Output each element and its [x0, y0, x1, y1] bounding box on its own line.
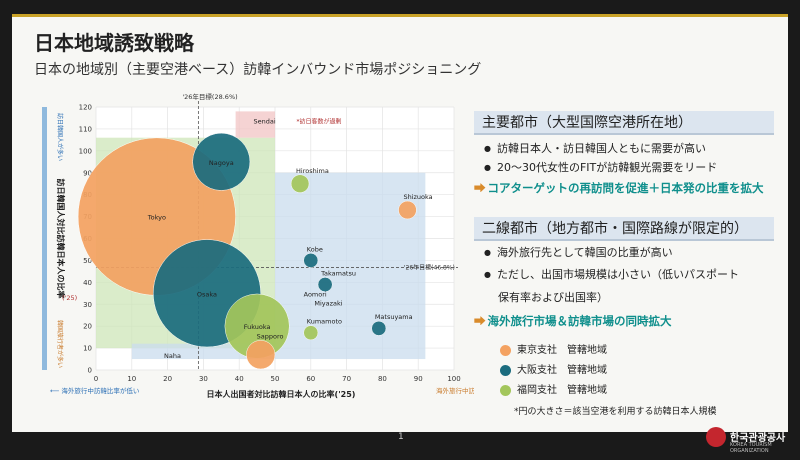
- kto-logo: 한국관광공사 KOREA TOURISM ORGANIZATION: [706, 424, 790, 454]
- secondary-bullet-1: 海外旅行先として韓国の比重が高い: [484, 245, 673, 261]
- x-right-note: 海外旅行中訪韓比率が高い ⟶: [436, 386, 474, 395]
- target-label-y: '26年目標(46.8%): [404, 263, 455, 271]
- y-axis-bottom-note: 韓国旅行者が多い: [56, 320, 64, 368]
- slide-subtitle: 日本の地域別（主要空港ベース）訪韓インバウンド市場ポジショニング: [34, 62, 482, 78]
- legend-osaka: 大阪支社 管轄地域: [500, 361, 607, 376]
- logo-name: 한국관광공사: [730, 433, 786, 444]
- bubble-label: Kumamoto: [307, 318, 342, 326]
- y-tick-label: 10: [83, 345, 92, 353]
- annotation: *訪日客数が過剰: [296, 117, 341, 125]
- x-tick-label: 70: [342, 375, 351, 383]
- secondary-bullet-2-cont: 保有率および出国率）: [498, 291, 608, 304]
- secondary-conclusion-text: 海外旅行市場＆訪韓市場の同時拡大: [487, 314, 672, 328]
- bubble-label: Aomori: [304, 290, 327, 298]
- bubble-hiroshima: [290, 174, 310, 193]
- y-axis-top-note: 訪日韓国人が多い: [56, 113, 64, 161]
- bubble-label: Sapporo: [257, 332, 284, 340]
- x-axis-label: 日本人出国者対比訪韓日本人の比率('25): [207, 389, 356, 399]
- x-left-note: ⟵ 海外旅行中訪韓比率が低い: [50, 386, 139, 395]
- bubble-label: Shizuoka: [403, 193, 432, 201]
- bubble-label: Nagoya: [209, 159, 234, 167]
- bubble-chart: 0102030405060708090100010203040506070809…: [42, 92, 474, 399]
- y-axis-year: ('25): [62, 294, 77, 302]
- x-tick-label: 50: [271, 375, 280, 383]
- major-conclusion: ⮕ コアターゲットの再訪問を促進＋日本発の比重を拡大: [474, 180, 764, 196]
- bubble-matsuyama: [371, 320, 387, 336]
- major-bullet-2: 20～30代女性のFITが訪韓観光需要をリード: [484, 160, 717, 176]
- target-label-x: '26年目標(28.6%): [182, 92, 237, 101]
- bubble-nagoya: [192, 132, 251, 191]
- bubble-label: Tokyo: [147, 214, 166, 222]
- y-tick-label: 20: [83, 323, 92, 331]
- legend-fukuoka: 福岡支社 管轄地域: [500, 381, 607, 396]
- bubble-label: Takamatsu: [320, 269, 356, 277]
- bubble-label: Matsuyama: [375, 313, 413, 321]
- zone-red: [235, 111, 275, 138]
- bubble-label: Osaka: [197, 290, 217, 298]
- x-tick-label: 20: [163, 375, 172, 383]
- page-number: 1: [398, 432, 404, 442]
- y-tick-label: 90: [83, 169, 92, 177]
- x-tick-label: 30: [199, 375, 208, 383]
- x-tick-label: 90: [414, 375, 423, 383]
- y-tick-label: 110: [79, 125, 92, 133]
- x-tick-label: 60: [306, 375, 315, 383]
- y-tick-label: 0: [88, 367, 92, 375]
- arrow-right-icon: ⮕: [474, 181, 486, 195]
- logo-sub: KOREA TOURISM ORGANIZATION: [730, 442, 772, 454]
- bubble-label: Sendai: [254, 117, 276, 125]
- legend-tokyo: 東京支社 管轄地域: [500, 341, 607, 356]
- major-cities-heading: 主要都市（大型国際空港所在地）: [474, 111, 774, 135]
- legend-label: 大阪支社 管轄地域: [517, 365, 607, 376]
- bubble-takamatsu: [317, 277, 333, 292]
- y-tick-label: 50: [83, 257, 92, 265]
- legend-label: 福岡支社 管轄地域: [517, 385, 607, 396]
- x-tick-label: 0: [94, 375, 98, 383]
- bubble-sapporo: [246, 340, 276, 370]
- x-tick-label: 10: [127, 375, 136, 383]
- secondary-conclusion: ⮕ 海外旅行市場＆訪韓市場の同時拡大: [474, 313, 672, 329]
- secondary-bullet-2: ただし、出国市場規模は小さい（低いパスポート: [484, 267, 739, 283]
- bubble-label: Fukuoka: [244, 323, 271, 331]
- y-tick-label: 40: [83, 279, 92, 287]
- slide-title: 日本地域誘致戦略: [34, 31, 194, 55]
- y-tick-label: 100: [79, 147, 92, 155]
- bubble-label: Kobe: [307, 245, 323, 253]
- y-tick-label: 120: [79, 104, 92, 112]
- legend-dot: [500, 384, 511, 396]
- bubble-label: Naha: [164, 352, 181, 360]
- x-tick-label: 80: [378, 375, 387, 383]
- y-axis-arrow-bar: [42, 107, 47, 370]
- bubble-label: Hiroshima: [296, 167, 329, 175]
- bubble-kumamoto: [303, 325, 319, 341]
- slide: 日本地域誘致戦略 日本の地域別（主要空港ベース）訪韓インバウンド市場ポジショニン…: [12, 14, 788, 432]
- kto-logo-icon: [706, 427, 726, 447]
- legend-label: 東京支社 管轄地域: [517, 345, 607, 356]
- y-tick-label: 30: [83, 301, 92, 309]
- bubble-shizuoka: [398, 200, 417, 220]
- x-tick-label: 100: [447, 375, 460, 383]
- bubble-label: Miyazaki: [314, 299, 342, 307]
- bubble-size-note: *円の大きさ＝該当空港を利用する訪韓日本人規模: [514, 407, 717, 417]
- secondary-cities-heading: 二線都市（地方都市・国際路線が限定的）: [474, 217, 774, 241]
- x-tick-label: 40: [235, 375, 244, 383]
- arrow-right-icon: ⮕: [474, 314, 486, 328]
- legend-dot: [500, 344, 511, 356]
- legend-dot: [500, 364, 511, 376]
- zone-blue: [275, 172, 426, 360]
- y-axis-label: 訪日韓国人対比訪韓日本人の比率: [56, 179, 66, 299]
- bubble-kobe: [303, 253, 319, 268]
- major-bullet-1: 訪韓日本人・訪日韓国人ともに需要が高い: [484, 141, 706, 157]
- major-conclusion-text: コアターゲットの再訪問を促進＋日本発の比重を拡大: [487, 181, 764, 195]
